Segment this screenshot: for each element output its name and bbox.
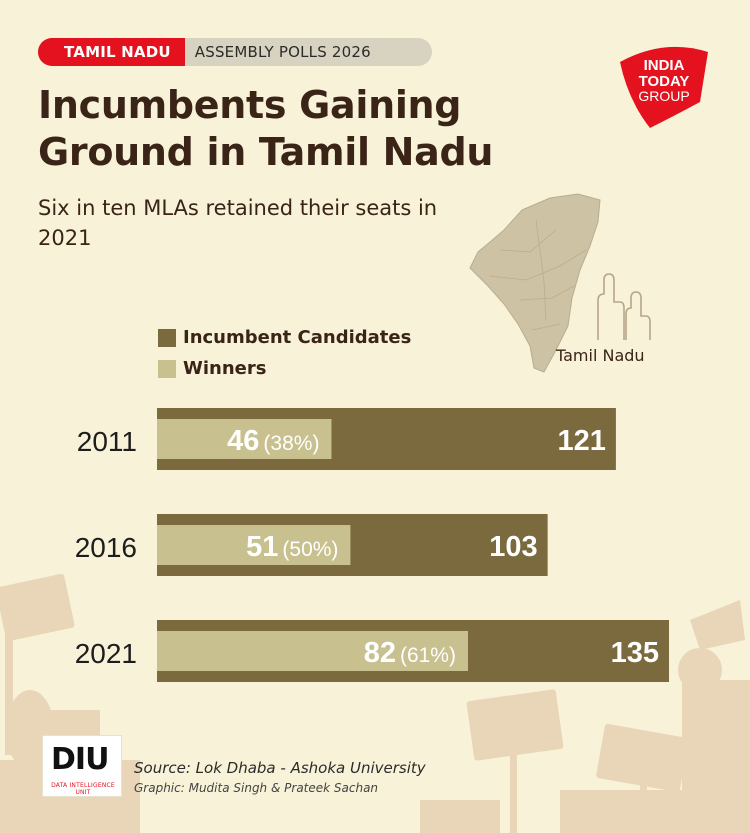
logo-line3: GROUP (638, 88, 689, 104)
legend-swatch-incumbent (158, 328, 176, 347)
page-title: Incumbents Gaining Ground in Tamil Nadu (38, 83, 494, 174)
winners-bar (157, 525, 351, 565)
legend-label-winners: Winners (183, 358, 267, 379)
category-label: 2011 (77, 426, 137, 457)
event-tag: ASSEMBLY POLLS 2026 (194, 43, 371, 61)
logo-line1: INDIA (644, 57, 685, 74)
category-tag: TAMIL NADU ASSEMBLY POLLS 2026 (38, 38, 432, 66)
winners-bar (157, 631, 468, 671)
chart-legend: Incumbent Candidates Winners (158, 322, 411, 384)
source-note: Source: Lok Dhaba - Ashoka University (134, 759, 426, 777)
legend-item-incumbent: Incumbent Candidates (158, 322, 411, 353)
winners-value-label: 46 (38%) (227, 425, 319, 457)
incumbent-value-label: 135 (611, 637, 659, 669)
winners-bar (157, 419, 332, 459)
page-subtitle: Six in ten MLAs retained their seats in … (38, 196, 438, 250)
voting-hands-icon (597, 273, 651, 340)
graphic-credit: Graphic: Mudita Singh & Prateek Sachan (134, 781, 379, 795)
category-label: 2016 (75, 532, 137, 563)
tamil-nadu-map-illustration (469, 193, 651, 373)
incumbent-value-label: 121 (558, 425, 606, 457)
legend-label-incumbent: Incumbent Candidates (183, 327, 412, 348)
india-today-group-logo: INDIA TODAY GROUP (620, 46, 708, 128)
logo-shape (620, 46, 708, 128)
winners-value-label: 51 (50%) (246, 531, 338, 563)
legend-swatch-winners (158, 359, 176, 378)
logo-line2: TODAY (639, 73, 690, 90)
map-label: Tamil Nadu (556, 346, 645, 365)
diu-logo-subtitle: DATA INTELLIGENCE UNIT (51, 782, 115, 796)
winners-value-label: 82 (61%) (364, 637, 456, 669)
diu-logo: DIU DATA INTELLIGENCE UNIT (42, 735, 122, 797)
legend-item-winners: Winners (158, 353, 411, 384)
bar-chart: 2011 121 46 (38%) 2016 103 51 (50%) 2021 135 82 (61… (75, 408, 669, 682)
state-tag: TAMIL NADU (38, 38, 185, 66)
state-outline (469, 193, 601, 373)
incumbent-value-label: 103 (489, 531, 537, 563)
category-label: 2021 (75, 638, 137, 669)
diu-logo-text: DIU (51, 742, 109, 777)
